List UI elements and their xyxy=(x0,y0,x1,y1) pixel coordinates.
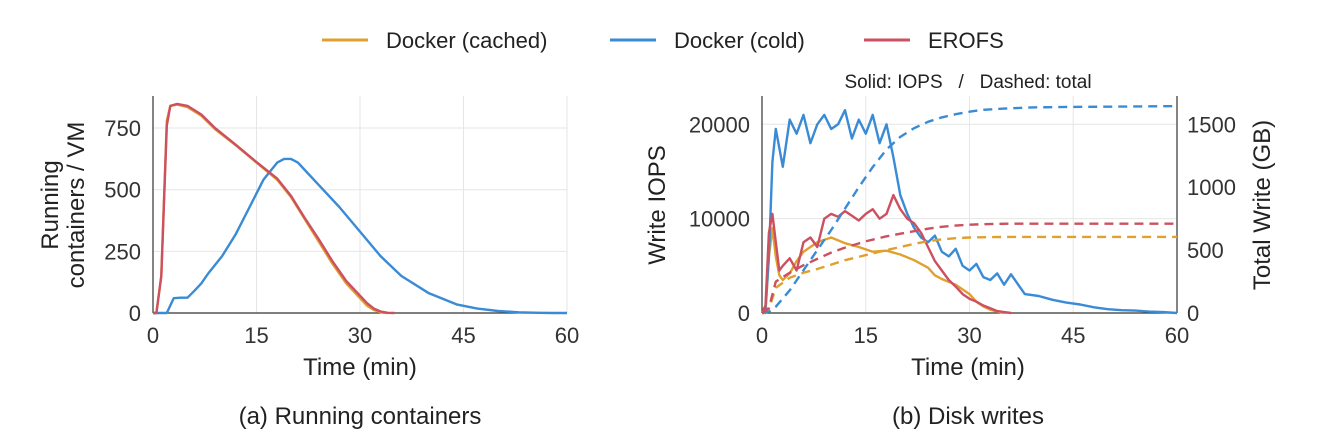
chart-a-caption: (a) Running containers xyxy=(239,403,482,430)
chart-b-grid xyxy=(761,96,1178,314)
chart-b-y2tick-label: 1500 xyxy=(1187,112,1236,137)
chart-a-xtick-label: 15 xyxy=(244,323,268,348)
chart-a-ytick-label: 250 xyxy=(104,239,141,264)
chart-b-series-docker-cold-total xyxy=(761,104,1178,315)
chart-b-series-erofs xyxy=(760,193,1012,315)
chart-b-xtick-label: 15 xyxy=(854,323,878,348)
chart-b-ytick-label: 0 xyxy=(738,301,750,326)
chart-b-ytick-label: 10000 xyxy=(689,207,750,232)
chart-a-ytick-label: 0 xyxy=(129,301,141,326)
chart-b-caption: (b) Disk writes xyxy=(892,403,1044,430)
chart-a-series-erofs xyxy=(153,102,395,315)
chart-a-ytick-label: 500 xyxy=(104,178,141,203)
chart-b-y2label: Total Write (GB) xyxy=(1249,120,1276,290)
legend: Docker (cached) Docker (cold) EROFS xyxy=(322,28,1004,53)
chart-b-xlabel: Time (min) xyxy=(911,354,1025,381)
chart-b-xtick-label: 30 xyxy=(957,323,981,348)
chart-a-series-docker-cached xyxy=(153,103,388,315)
chart-a-series xyxy=(153,102,567,315)
chart-a-ytick-label: 750 xyxy=(104,116,141,141)
chart-b-ytick-label: 20000 xyxy=(689,112,750,137)
chart-b-y2tick-label: 500 xyxy=(1187,238,1224,263)
chart-b-series-erofs-total xyxy=(761,222,1177,314)
chart-b-ylabel: Write IOPS xyxy=(644,145,671,265)
legend-label: Docker (cold) xyxy=(674,28,805,53)
chart-b-series-docker-cold xyxy=(761,109,1178,315)
chart-b-y2tick-label: 0 xyxy=(1187,301,1199,326)
chart-a-ylabel-line1: Running xyxy=(37,160,64,249)
chart-a-ticks: 0 15 30 45 60 0 250 500 750 xyxy=(104,116,579,348)
legend-item-docker-cold: Docker (cold) xyxy=(610,28,805,53)
chart-a-xtick-label: 0 xyxy=(147,323,159,348)
chart-a-xtick-label: 60 xyxy=(555,323,579,348)
legend-label: Docker (cached) xyxy=(386,28,547,53)
chart-a-xtick-label: 45 xyxy=(451,323,475,348)
chart-b-series xyxy=(760,104,1178,315)
chart-a-ylabel-line2: containers / VM xyxy=(63,122,90,289)
chart-b-xtick-label: 45 xyxy=(1061,323,1085,348)
legend-item-erofs: EROFS xyxy=(864,28,1004,53)
chart-a-series-docker-cold xyxy=(153,157,567,315)
legend-item-docker-cached: Docker (cached) xyxy=(322,28,547,53)
chart-b-xtick-label: 0 xyxy=(756,323,768,348)
chart-a: 0 15 30 45 60 0 250 500 750 Time (min) Running c… xyxy=(37,96,579,430)
chart-a-xlabel: Time (min) xyxy=(303,354,417,381)
chart-b-annotation: Solid: IOPS / Dashed: total xyxy=(844,72,1091,93)
chart-b-xtick-label: 60 xyxy=(1165,323,1189,348)
chart-a-xtick-label: 30 xyxy=(348,323,372,348)
legend-label: EROFS xyxy=(928,28,1004,53)
chart-b-y2tick-label: 1000 xyxy=(1187,175,1236,200)
